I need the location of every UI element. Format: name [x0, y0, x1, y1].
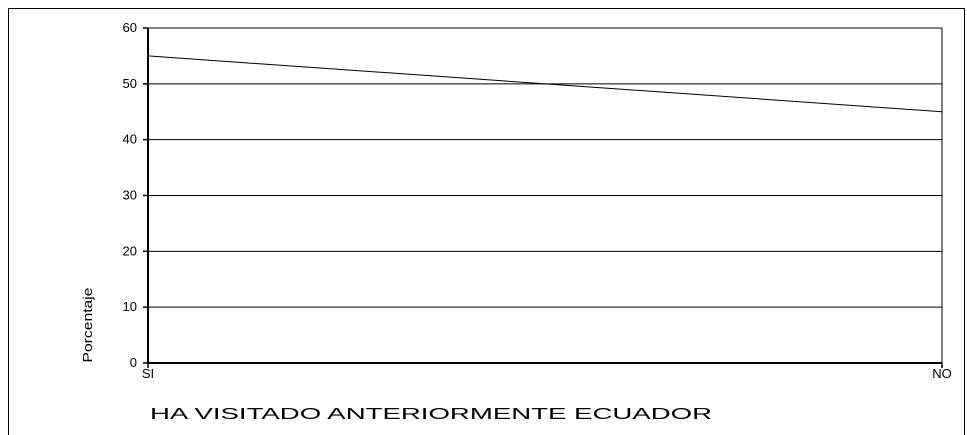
y-tick-label-60: 60 — [123, 20, 137, 35]
y-tick-label-0: 0 — [130, 355, 137, 370]
tick-labels: 0 10 20 30 40 50 60 SI NO — [123, 20, 952, 381]
y-tick-label-30: 30 — [123, 188, 137, 203]
x-tick-label-0: SI — [142, 366, 154, 381]
series-line-0 — [147, 55, 943, 113]
y-tick-label-10: 10 — [123, 299, 137, 314]
grid-lines — [148, 27, 942, 308]
axes — [143, 27, 943, 368]
y-axis-title: Porcentaje — [80, 288, 95, 363]
x-tick-label-1: NO — [932, 366, 952, 381]
series-lines — [147, 55, 943, 113]
y-tick-label-20: 20 — [123, 243, 137, 258]
x-axis-title: HA VISITADO ANTERIORMENTE ECUADOR — [150, 406, 712, 423]
chart-frame — [8, 8, 965, 435]
y-tick-label-50: 50 — [123, 76, 137, 91]
y-tick-label-40: 40 — [123, 132, 137, 147]
